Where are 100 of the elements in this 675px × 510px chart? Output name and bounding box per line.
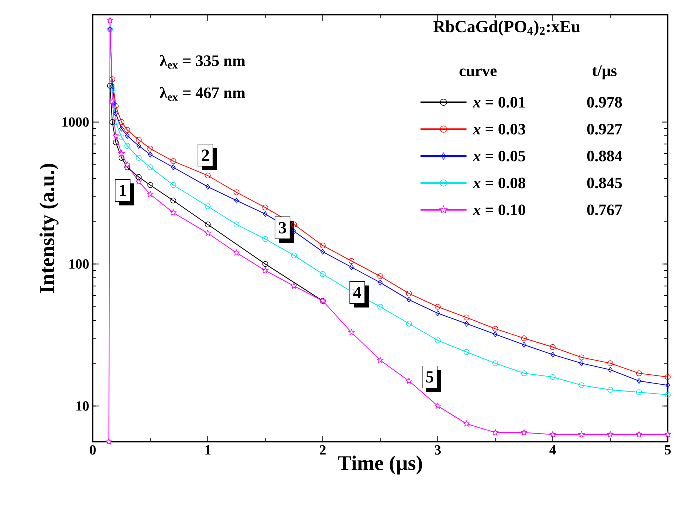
point bbox=[664, 431, 672, 438]
point bbox=[406, 321, 412, 327]
point bbox=[136, 174, 142, 180]
point bbox=[112, 132, 120, 139]
y-tick-label: 10 bbox=[76, 402, 89, 411]
point bbox=[608, 367, 613, 373]
point bbox=[665, 374, 671, 380]
point bbox=[205, 172, 211, 179]
annotation: 0.978 bbox=[587, 97, 622, 108]
point bbox=[206, 184, 210, 190]
point bbox=[110, 83, 115, 89]
point bbox=[578, 382, 585, 388]
point bbox=[262, 204, 268, 211]
point bbox=[106, 438, 112, 445]
point bbox=[148, 146, 154, 152]
point bbox=[170, 209, 177, 216]
point bbox=[320, 249, 326, 255]
point bbox=[113, 103, 119, 110]
point bbox=[348, 329, 356, 336]
point bbox=[435, 338, 441, 344]
x-tick-label: 2 bbox=[320, 446, 326, 455]
x-tick-label: 5 bbox=[665, 445, 671, 455]
annotation: 3 bbox=[279, 222, 286, 234]
point bbox=[493, 332, 498, 338]
point bbox=[124, 127, 130, 134]
point bbox=[136, 178, 142, 185]
point bbox=[522, 342, 527, 348]
point bbox=[113, 140, 119, 146]
point bbox=[608, 387, 614, 393]
point bbox=[234, 190, 240, 196]
point bbox=[608, 360, 614, 366]
legend-label: x = 0.08 bbox=[472, 178, 526, 189]
point bbox=[110, 119, 116, 126]
annotation: 4 bbox=[354, 287, 362, 298]
point bbox=[492, 429, 499, 436]
point bbox=[636, 431, 643, 438]
chart-title: RbCaGd(PO$_{4}$)$_{2}$:xEu bbox=[434, 20, 580, 36]
point bbox=[234, 222, 240, 228]
annotation: 1 bbox=[120, 185, 126, 196]
point bbox=[434, 402, 442, 410]
point bbox=[205, 204, 211, 210]
point bbox=[136, 143, 142, 149]
point bbox=[521, 370, 528, 376]
point bbox=[580, 360, 584, 366]
y-axis-title: Intensity (a.u.) bbox=[40, 164, 59, 294]
annotation: 2 bbox=[202, 150, 210, 161]
point bbox=[665, 392, 671, 398]
point bbox=[114, 110, 118, 117]
point bbox=[120, 126, 124, 132]
point bbox=[171, 164, 176, 170]
annotation: 5 bbox=[426, 372, 434, 383]
point bbox=[407, 297, 412, 303]
point bbox=[234, 198, 240, 204]
annotation: λ$_{ex}$ = 467 nm bbox=[160, 87, 246, 101]
point bbox=[233, 250, 240, 256]
point bbox=[290, 282, 298, 290]
point bbox=[263, 211, 268, 218]
point bbox=[463, 420, 470, 427]
x-tick-label: 3 bbox=[435, 446, 442, 455]
point bbox=[464, 321, 470, 327]
point bbox=[147, 191, 154, 198]
legend-label: x = 0.10 bbox=[472, 204, 526, 216]
annotation: 0.845 bbox=[587, 178, 622, 189]
point bbox=[136, 137, 142, 143]
legend-label: x = 0.03 bbox=[472, 124, 526, 135]
point bbox=[378, 274, 384, 280]
point bbox=[124, 143, 130, 149]
point bbox=[118, 134, 125, 141]
point bbox=[170, 158, 176, 164]
point bbox=[170, 182, 176, 188]
legend-label: x = 0.05 bbox=[472, 150, 526, 162]
point bbox=[377, 357, 384, 364]
point bbox=[350, 264, 354, 270]
point bbox=[124, 164, 130, 170]
annotation: t/μs bbox=[592, 66, 617, 80]
point bbox=[464, 314, 470, 321]
point bbox=[406, 290, 412, 297]
point bbox=[148, 152, 153, 158]
legend-title: curve bbox=[460, 68, 497, 76]
point bbox=[348, 258, 355, 264]
point bbox=[204, 230, 212, 236]
point bbox=[636, 390, 642, 396]
point bbox=[436, 310, 440, 316]
point bbox=[118, 119, 125, 126]
point bbox=[262, 267, 269, 274]
point bbox=[292, 228, 297, 234]
point bbox=[170, 198, 176, 204]
legend-label: x = 0.01 bbox=[472, 97, 526, 108]
point bbox=[113, 119, 119, 126]
point bbox=[291, 252, 298, 259]
point bbox=[464, 349, 470, 356]
point bbox=[320, 271, 326, 278]
annotation: 0.884 bbox=[587, 150, 622, 162]
point bbox=[637, 378, 642, 384]
x-tick-label: 4 bbox=[550, 445, 556, 455]
y-tick-label: 1000 bbox=[62, 118, 89, 127]
point bbox=[118, 155, 125, 161]
point bbox=[520, 429, 528, 436]
point bbox=[148, 164, 154, 170]
point bbox=[262, 236, 268, 242]
